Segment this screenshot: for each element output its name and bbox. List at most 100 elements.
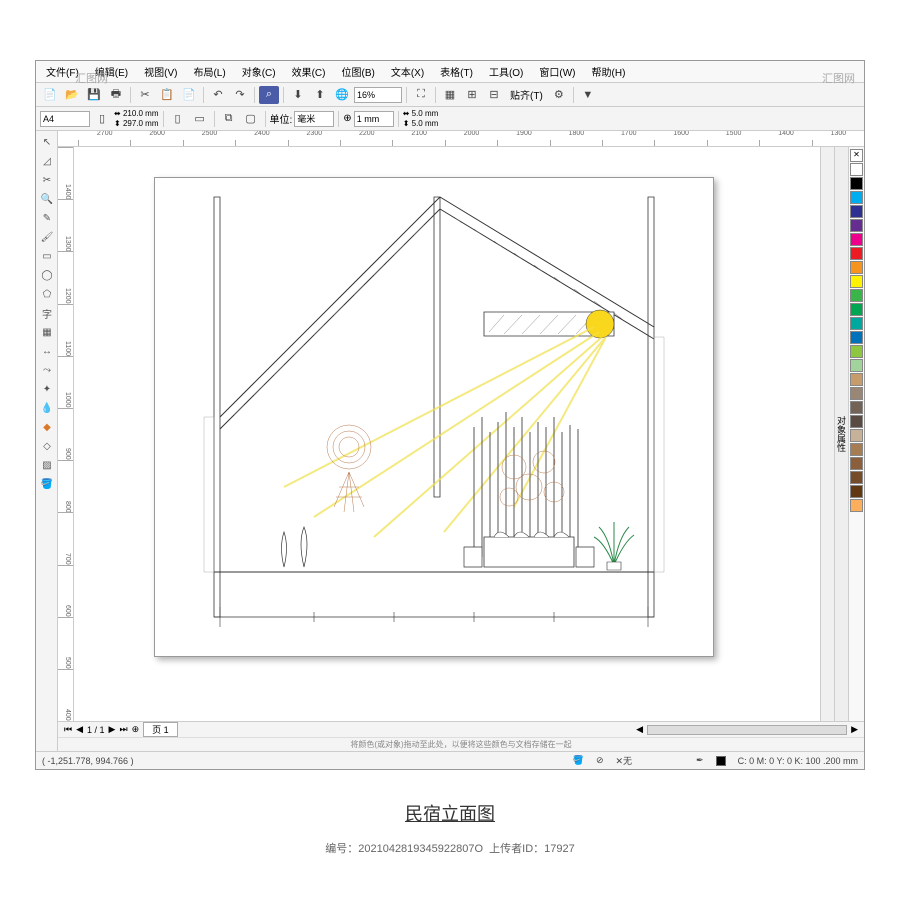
- menu-text[interactable]: 文本(X): [387, 63, 428, 80]
- color-swatch[interactable]: [850, 233, 863, 246]
- nudge-input[interactable]: [354, 111, 394, 127]
- color-swatch[interactable]: [850, 373, 863, 386]
- color-swatch[interactable]: [850, 177, 863, 190]
- menu-help[interactable]: 帮助(H): [588, 63, 630, 80]
- connector-tool-icon[interactable]: ⤳: [38, 361, 56, 379]
- pick-tool-icon[interactable]: ↖: [38, 133, 56, 151]
- fullscreen-icon[interactable]: ⛶: [411, 86, 431, 104]
- horizontal-scrollbar[interactable]: [647, 725, 847, 735]
- all-pages-icon[interactable]: ⧉: [219, 110, 239, 128]
- fill-indicator-icon[interactable]: 🪣: [573, 755, 584, 766]
- crop-tool-icon[interactable]: ✂: [38, 171, 56, 189]
- docker-tabs[interactable]: 对象属性: [834, 147, 848, 721]
- ellipse-tool-icon[interactable]: ◯: [38, 266, 56, 284]
- rect-tool-icon[interactable]: ▭: [38, 247, 56, 265]
- redo-icon[interactable]: ↷: [230, 86, 250, 104]
- launcher-icon[interactable]: ▼: [578, 86, 598, 104]
- copy-icon[interactable]: 📋: [157, 86, 177, 104]
- effects-tool-icon[interactable]: ✦: [38, 380, 56, 398]
- menu-tools[interactable]: 工具(O): [485, 63, 527, 80]
- no-color-swatch[interactable]: ✕: [850, 149, 863, 162]
- canvas[interactable]: [74, 147, 820, 721]
- color-swatch[interactable]: [850, 345, 863, 358]
- guides-icon[interactable]: ⊟: [484, 86, 504, 104]
- menu-table[interactable]: 表格(T): [436, 63, 477, 80]
- table-tool-icon[interactable]: ▦: [38, 323, 56, 341]
- undo-icon[interactable]: ↶: [208, 86, 228, 104]
- orient-portrait-icon[interactable]: ▯: [168, 110, 188, 128]
- color-swatch[interactable]: [850, 303, 863, 316]
- orient-landscape-icon[interactable]: ▭: [190, 110, 210, 128]
- color-swatch[interactable]: [850, 387, 863, 400]
- outline-tool-icon[interactable]: ◇: [38, 437, 56, 455]
- outline-indicator-icon[interactable]: ✒: [696, 755, 704, 766]
- color-swatch[interactable]: [850, 163, 863, 176]
- open-icon[interactable]: 📂: [62, 86, 82, 104]
- freehand-tool-icon[interactable]: ✎: [38, 209, 56, 227]
- hscroll-left-icon[interactable]: ◀: [636, 724, 643, 735]
- text-tool-icon[interactable]: 字: [38, 304, 56, 322]
- export-icon[interactable]: ⬆: [310, 86, 330, 104]
- search-icon[interactable]: ⌕: [259, 86, 279, 104]
- artistic-tool-icon[interactable]: 🖌: [38, 228, 56, 246]
- import-icon[interactable]: ⬇: [288, 86, 308, 104]
- save-icon[interactable]: 💾: [84, 86, 104, 104]
- print-icon[interactable]: 🖶: [106, 86, 126, 104]
- rulers-icon[interactable]: ▦: [440, 86, 460, 104]
- color-swatch[interactable]: [850, 485, 863, 498]
- cut-icon[interactable]: ✂: [135, 86, 155, 104]
- snap-label[interactable]: 贴齐(T): [506, 87, 547, 102]
- separator: [573, 87, 574, 103]
- color-swatch[interactable]: [850, 359, 863, 372]
- page-tab[interactable]: 页 1: [143, 722, 178, 737]
- menu-window[interactable]: 窗口(W): [535, 63, 579, 80]
- color-swatch[interactable]: [850, 191, 863, 204]
- eyedropper-tool-icon[interactable]: 💧: [38, 399, 56, 417]
- hscroll-right-icon[interactable]: ▶: [851, 724, 858, 735]
- color-swatch[interactable]: [850, 499, 863, 512]
- color-swatch[interactable]: [850, 415, 863, 428]
- dimension-tool-icon[interactable]: ↔: [38, 342, 56, 360]
- color-swatch[interactable]: [850, 471, 863, 484]
- publish-icon[interactable]: 🌐: [332, 86, 352, 104]
- color-swatch[interactable]: [850, 331, 863, 344]
- color-swatch[interactable]: [850, 275, 863, 288]
- color-swatch[interactable]: [850, 457, 863, 470]
- color-swatch[interactable]: [850, 261, 863, 274]
- new-icon[interactable]: 📄: [40, 86, 60, 104]
- menu-bitmap[interactable]: 位图(B): [337, 63, 378, 80]
- color-swatch[interactable]: [850, 289, 863, 302]
- page-last-icon[interactable]: ⏭: [119, 724, 127, 735]
- grid-icon[interactable]: ⊞: [462, 86, 482, 104]
- fill-tool-icon[interactable]: ◆: [38, 418, 56, 436]
- shape-tool-icon[interactable]: ◿: [38, 152, 56, 170]
- transparency-tool-icon[interactable]: ▨: [38, 456, 56, 474]
- menu-layout[interactable]: 布局(L): [189, 63, 229, 80]
- smart-fill-icon[interactable]: 🪣: [38, 475, 56, 493]
- color-swatch[interactable]: [850, 429, 863, 442]
- drawing-content: [154, 177, 714, 657]
- portrait-icon[interactable]: ▯: [92, 110, 112, 128]
- menu-view[interactable]: 视图(V): [140, 63, 181, 80]
- color-swatch[interactable]: [850, 401, 863, 414]
- unit-select[interactable]: [294, 111, 334, 127]
- color-swatch[interactable]: [850, 247, 863, 260]
- options-icon[interactable]: ⚙: [549, 86, 569, 104]
- color-swatch[interactable]: [850, 219, 863, 232]
- menu-effects[interactable]: 效果(C): [288, 63, 330, 80]
- menu-object[interactable]: 对象(C): [238, 63, 280, 80]
- page-first-icon[interactable]: ⏮: [64, 724, 72, 735]
- color-swatch[interactable]: [850, 443, 863, 456]
- paper-size-select[interactable]: [40, 111, 90, 127]
- vertical-scrollbar[interactable]: [820, 147, 834, 721]
- page-next-icon[interactable]: ▶: [109, 724, 116, 735]
- current-page-icon[interactable]: ▢: [241, 110, 261, 128]
- page-prev-icon[interactable]: ◀: [76, 724, 83, 735]
- zoom-tool-icon[interactable]: 🔍: [38, 190, 56, 208]
- paste-icon[interactable]: 📄: [179, 86, 199, 104]
- page-add-icon[interactable]: ⊕: [132, 724, 140, 735]
- color-swatch[interactable]: [850, 317, 863, 330]
- polygon-tool-icon[interactable]: ⬠: [38, 285, 56, 303]
- zoom-input[interactable]: [354, 87, 402, 103]
- color-swatch[interactable]: [850, 205, 863, 218]
